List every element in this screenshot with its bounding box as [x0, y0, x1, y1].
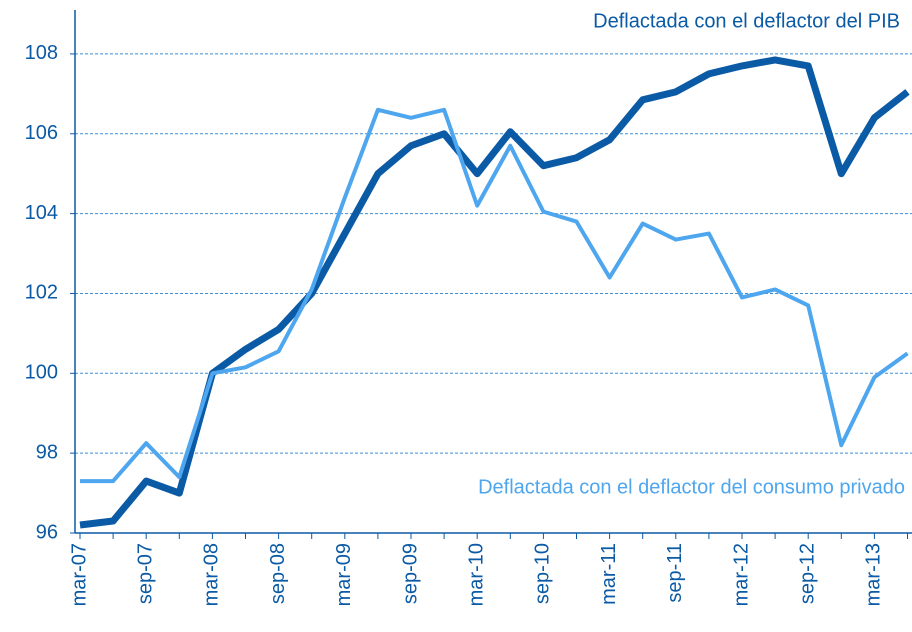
- y-tick-label: 102: [25, 282, 58, 304]
- x-tick-label: mar-07: [68, 543, 90, 606]
- x-tick-label: sep-08: [267, 543, 289, 604]
- x-tick-label: sep-11: [664, 543, 686, 603]
- series-line: [80, 107, 909, 484]
- x-tick-label: sep-12: [796, 543, 818, 604]
- x-tick-label: sep-07: [134, 543, 156, 604]
- y-tick-label: 104: [25, 202, 58, 224]
- x-tick-label: mar-12: [730, 543, 752, 606]
- x-tick-label: sep-10: [532, 543, 554, 604]
- x-tick-label: mar-11: [598, 543, 620, 605]
- x-tick-label: sep-09: [399, 543, 421, 604]
- x-tick-label: mar-10: [465, 543, 487, 606]
- y-tick-label: 98: [36, 441, 58, 463]
- x-tick-label: mar-08: [201, 543, 223, 606]
- x-tick-label: mar-13: [863, 543, 885, 606]
- series-line: [79, 56, 910, 529]
- y-tick-label: 106: [25, 122, 58, 144]
- x-tick-label: mar-09: [333, 543, 355, 606]
- y-tick-label: 100: [25, 362, 58, 384]
- y-tick-label: 96: [36, 521, 58, 543]
- y-tick-label: 108: [25, 42, 58, 64]
- series-label: Deflactada con el deflactor del consumo …: [478, 476, 905, 498]
- series-label: Deflactada con el deflactor del PIB: [593, 10, 900, 32]
